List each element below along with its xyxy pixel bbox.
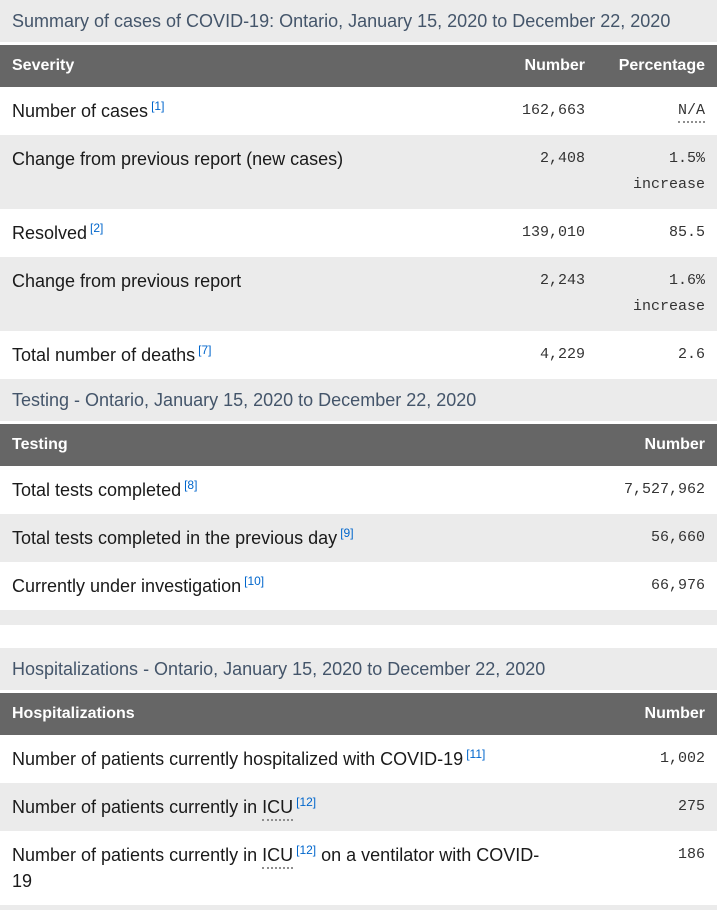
row-label: Currently under investigation: [12, 576, 242, 596]
number-value: 186: [677, 846, 705, 863]
footnote-ref: [8]: [184, 478, 197, 492]
percentage-value: 2.6: [677, 346, 705, 363]
footnote-link[interactable]: [2]: [90, 221, 104, 235]
na-abbr: N/A: [677, 102, 705, 123]
row-label: Change from previous report: [12, 271, 242, 291]
column-header-hospitalizations: Hospitalizations: [0, 693, 567, 735]
row-label: Number of patients currently in: [12, 845, 263, 865]
number-value: 56,660: [567, 514, 717, 562]
footnote-ref: [1]: [151, 99, 164, 113]
column-header-percentage: Percentage: [597, 45, 717, 87]
number-value: 1,002: [659, 750, 705, 767]
table-end-strip: [0, 610, 717, 625]
row-label: Total tests completed: [12, 480, 182, 500]
percentage-note: increase: [632, 176, 705, 193]
footnote-ref: [10]: [244, 574, 264, 588]
number-value: 2,408: [477, 135, 597, 209]
hospitalizations-caption: Hospitalizations - Ontario, January 15, …: [0, 648, 717, 690]
hospitalizations-section: Hospitalizations - Ontario, January 15, …: [0, 648, 717, 905]
row-label: Total number of deaths: [12, 345, 196, 365]
percentage-note: increase: [632, 298, 705, 315]
icu-abbr: ICU: [262, 797, 294, 821]
footnote-ref: [12]: [296, 843, 316, 857]
row-label: Number of patients currently in: [12, 797, 263, 817]
hospitalizations-header-row: Hospitalizations Number: [0, 693, 717, 735]
footnote-link[interactable]: [7]: [198, 343, 212, 357]
table-row: Change from previous report (new cases) …: [0, 135, 717, 209]
footnote-link[interactable]: [9]: [340, 526, 354, 540]
testing-section: Testing - Ontario, January 15, 2020 to D…: [0, 379, 717, 610]
row-label: Total tests completed in the previous da…: [12, 528, 338, 548]
icu-abbr: ICU: [262, 845, 294, 869]
footnote-ref: [7]: [198, 343, 211, 357]
column-header-severity: Severity: [0, 45, 477, 87]
number-value: 66,976: [650, 577, 705, 594]
percentage-value: 85.5: [668, 224, 705, 241]
footnote-ref: [12]: [296, 795, 316, 809]
column-header-number: Number: [477, 45, 597, 87]
testing-header-row: Testing Number: [0, 424, 717, 466]
table-row: Number of patients currently hospitalize…: [0, 735, 717, 783]
testing-caption: Testing - Ontario, January 15, 2020 to D…: [0, 379, 717, 421]
footnote-link[interactable]: [10]: [244, 574, 265, 588]
table-row: Number of patients currently in ICU [12] …: [0, 831, 717, 905]
summary-table: Severity Number Percentage Number of cas…: [0, 45, 717, 379]
footnote-ref: [9]: [340, 526, 353, 540]
footnote-ref: [11]: [466, 747, 485, 761]
percentage-value: 1.6%: [668, 272, 705, 289]
table-row: Number of patients currently in ICU [12] …: [0, 783, 717, 831]
table-end-strip: [0, 905, 717, 910]
number-value: 162,663: [521, 102, 585, 119]
row-label: Number of cases: [12, 101, 149, 121]
row-label: Change from previous report (new cases): [12, 149, 344, 169]
table-row: Resolved [2] 139,010 85.5: [0, 209, 717, 257]
row-label: Number of patients currently hospitalize…: [12, 749, 464, 769]
footnote-link[interactable]: [8]: [184, 478, 198, 492]
number-value: 2,243: [477, 257, 597, 331]
summary-caption: Summary of cases of COVID-19: Ontario, J…: [0, 0, 717, 42]
footnote-link[interactable]: [12]: [296, 795, 317, 809]
summary-header-row: Severity Number Percentage: [0, 45, 717, 87]
summary-section: Summary of cases of COVID-19: Ontario, J…: [0, 0, 717, 379]
number-value: 7,527,962: [623, 481, 705, 498]
percentage-value: 1.5%: [668, 150, 705, 167]
footnote-link[interactable]: [1]: [151, 99, 165, 113]
table-row: Total number of deaths [7] 4,229 2.6: [0, 331, 717, 379]
table-row: Currently under investigation [10] 66,976: [0, 562, 717, 610]
footnote-ref: [2]: [90, 221, 103, 235]
testing-table: Testing Number Total tests completed [8] …: [0, 424, 717, 610]
number-value: 139,010: [521, 224, 585, 241]
column-header-number: Number: [567, 693, 717, 735]
table-row: Total tests completed [8] 7,527,962: [0, 466, 717, 514]
footnote-link[interactable]: [12]: [296, 843, 317, 857]
column-header-number: Number: [567, 424, 717, 466]
table-row: Change from previous report 2,243 1.6% in…: [0, 257, 717, 331]
number-value: 275: [567, 783, 717, 831]
hospitalizations-table: Hospitalizations Number Number of patien…: [0, 693, 717, 905]
footnote-link[interactable]: [11]: [466, 747, 486, 761]
column-header-testing: Testing: [0, 424, 567, 466]
table-row: Total tests completed in the previous da…: [0, 514, 717, 562]
number-value: 4,229: [539, 346, 585, 363]
table-row: Number of cases [1] 162,663 N/A: [0, 87, 717, 135]
row-label: Resolved: [12, 223, 88, 243]
